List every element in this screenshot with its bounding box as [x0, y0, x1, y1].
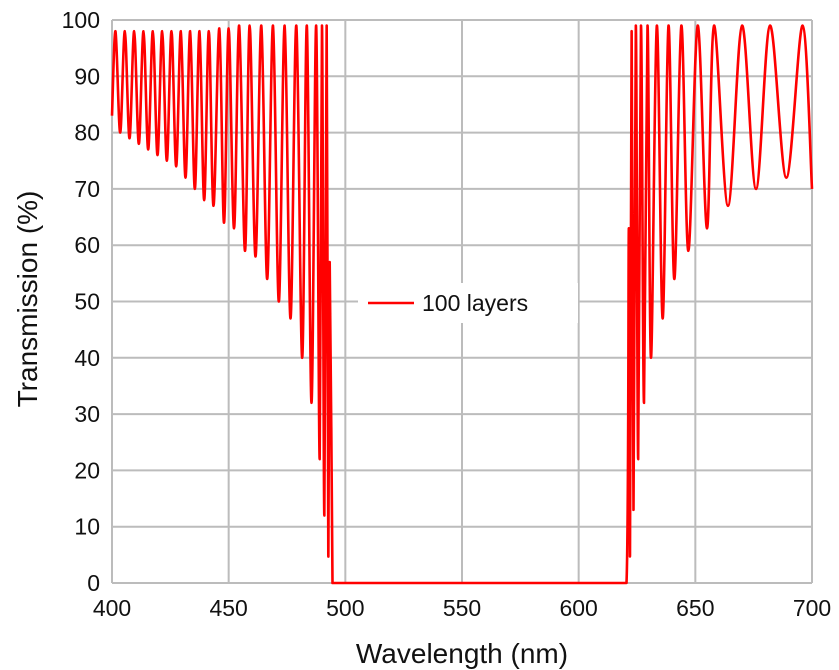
y-tick-label-40: 40 — [74, 345, 100, 371]
y-tick-label-50: 50 — [74, 289, 100, 315]
y-tick-label-60: 60 — [74, 232, 100, 258]
x-tick-label-400: 400 — [93, 595, 131, 621]
y-tick-label-0: 0 — [87, 570, 100, 596]
legend: 100 layers — [358, 283, 578, 323]
x-tick-label-450: 450 — [209, 595, 247, 621]
legend-label: 100 layers — [422, 290, 528, 316]
y-tick-label-10: 10 — [74, 514, 100, 540]
x-tick-label-500: 500 — [326, 595, 364, 621]
y-tick-label-100: 100 — [62, 7, 100, 33]
x-tick-label-550: 550 — [443, 595, 481, 621]
x-tick-label-700: 700 — [793, 595, 831, 621]
y-tick-label-20: 20 — [74, 457, 100, 483]
x-tick-label-600: 600 — [559, 595, 597, 621]
y-tick-label-30: 30 — [74, 401, 100, 427]
x-axis-title: Wavelength (nm) — [356, 638, 568, 669]
y-tick-label-80: 80 — [74, 120, 100, 146]
y-axis-title: Transmission (%) — [12, 191, 43, 408]
x-tick-label-650: 650 — [676, 595, 714, 621]
y-tick-label-90: 90 — [74, 63, 100, 89]
y-tick-label-70: 70 — [74, 176, 100, 202]
